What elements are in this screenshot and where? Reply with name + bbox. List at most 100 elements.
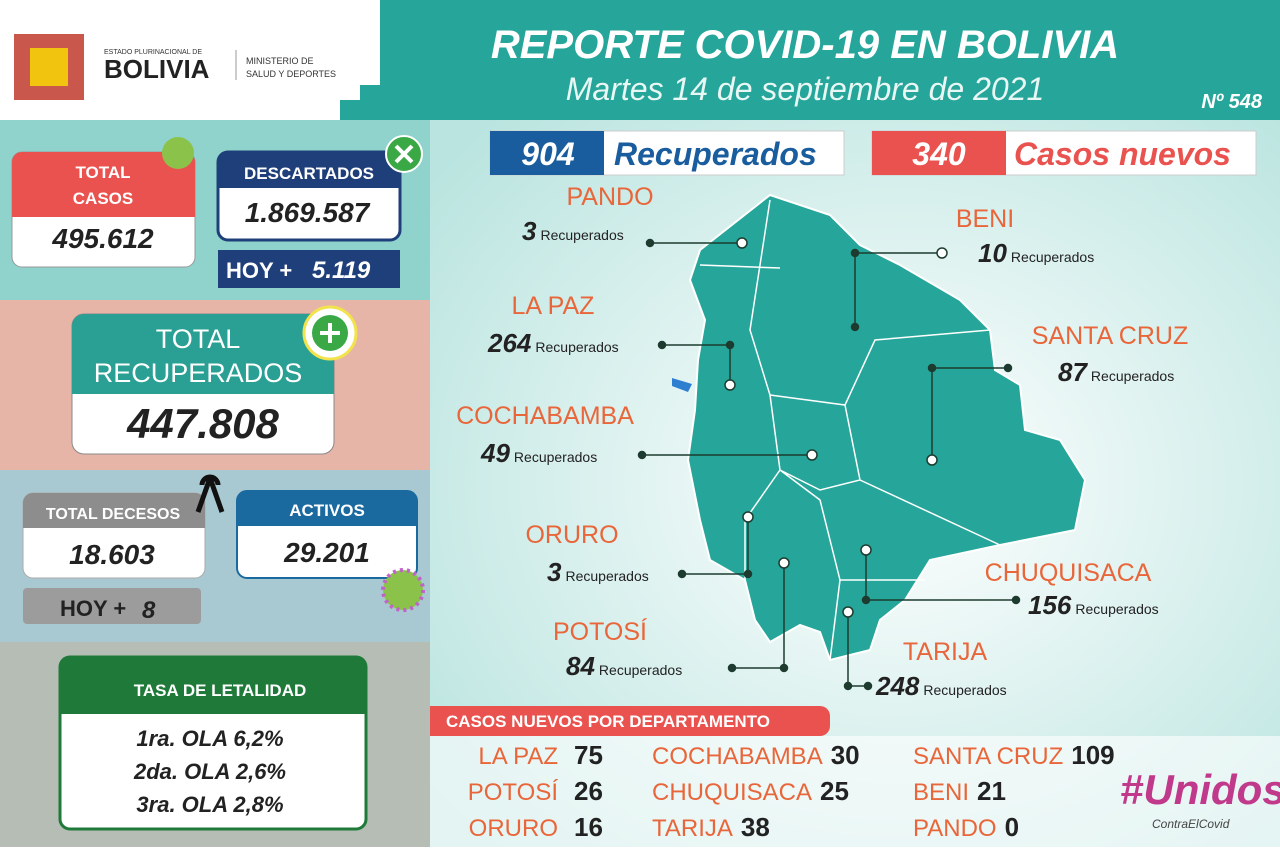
unit: Recuperados	[1011, 249, 1094, 265]
department-value: 87 Recuperados	[1058, 357, 1174, 387]
department-name: POTOSÍ	[553, 617, 647, 646]
department-value: 84 Recuperados	[566, 651, 682, 681]
department-value: 26	[574, 776, 603, 806]
virus-icon	[381, 568, 425, 612]
leader-dot	[842, 606, 854, 618]
card	[218, 250, 400, 288]
leader-dot	[727, 663, 737, 673]
leader-dot	[725, 340, 735, 350]
leader-dot	[724, 379, 736, 391]
row: CHUQUISACA 25	[652, 776, 849, 806]
state-text: ESTADO PLURINACIONAL DE	[104, 49, 202, 56]
department-name: LA PAZ	[512, 292, 595, 320]
department-name: PANDO	[566, 183, 653, 211]
leader-dot	[778, 557, 790, 569]
value: 29.201	[283, 537, 370, 568]
leader-dot	[806, 449, 818, 461]
row: SANTA CRUZ 109	[913, 740, 1115, 770]
value: 447.808	[126, 400, 279, 447]
label: HOY +	[226, 258, 292, 283]
department-name: LA PAZ	[478, 743, 558, 770]
row: PANDO 0	[913, 812, 1019, 842]
department-value: 10 Recuperados	[978, 238, 1094, 268]
leader-dot	[850, 248, 860, 258]
leader-dot	[742, 511, 754, 523]
department-value: 25	[820, 776, 849, 806]
department-value: 21	[977, 776, 1006, 806]
department-value: 30	[831, 740, 860, 770]
slogan-sub: ContraElCovid	[1152, 817, 1230, 831]
department-value: 3 Recuperados	[522, 216, 624, 246]
plus-icon	[320, 323, 340, 343]
unit: Recuperados	[1075, 601, 1158, 617]
department-name: BENI	[956, 205, 1014, 233]
leader-dot	[927, 363, 937, 373]
slogan: #Unidos	[1120, 766, 1280, 813]
ribbon-icon	[195, 474, 225, 513]
value: 340	[912, 136, 966, 172]
unit: Recuperados	[923, 682, 1006, 698]
lethality-list: 1ra. OLA 6,2% 2da. OLA 2,6% 3ra. OLA 2,8%	[133, 726, 286, 817]
department-name: TARIJA	[652, 815, 733, 842]
label: RECUPERADOS	[94, 358, 303, 388]
new-cases-table: LA PAZ 75 COCHABAMBA 30 SANTA CRUZ 109 POTOSÍ 2…	[468, 740, 1115, 842]
card	[23, 588, 201, 624]
unit: Recuperados	[599, 662, 682, 678]
department-value: 16	[574, 812, 603, 842]
unit: Recuperados	[535, 339, 618, 355]
bolivia-map	[686, 193, 1087, 662]
row: COCHABAMBA 30	[652, 740, 860, 770]
card-header	[12, 152, 195, 217]
department-value: 49 Recuperados	[480, 438, 597, 468]
leader-dot	[850, 322, 860, 332]
leader-dot	[1011, 595, 1021, 605]
leader-dot	[743, 569, 753, 579]
leader-dot	[645, 238, 655, 248]
lake	[672, 378, 692, 392]
label: TOTAL	[156, 324, 241, 354]
label: CASOS	[73, 189, 133, 208]
lethality-row: 3ra. OLA 2,8%	[136, 792, 283, 817]
value: 1.869.587	[245, 197, 371, 228]
leader-dot	[860, 544, 872, 556]
leader-dot	[936, 247, 948, 259]
coat-of-arms	[30, 48, 68, 86]
badge	[872, 131, 1006, 175]
row: BENI 21	[913, 776, 1006, 806]
value: 8	[142, 597, 156, 624]
label: TOTAL DECESOS	[46, 506, 181, 523]
label: HOY +	[60, 596, 126, 621]
unit: Recuperados	[565, 568, 648, 584]
department-value: 156 Recuperados	[1028, 590, 1159, 620]
department-value: 109	[1071, 740, 1114, 770]
value: 49	[480, 438, 510, 468]
value: 3	[522, 216, 537, 246]
department-value: 38	[741, 812, 770, 842]
department-value: 248 Recuperados	[875, 671, 1007, 701]
department-name: ORURO	[469, 815, 558, 842]
leader-dot	[779, 663, 789, 673]
label: Casos nuevos	[1014, 136, 1231, 172]
leader-dot	[657, 340, 667, 350]
value: 904	[521, 136, 575, 172]
ministry-text: MINISTERIO DE	[246, 56, 314, 66]
value: 10	[978, 238, 1007, 268]
report-number: Nº 548	[1201, 91, 1263, 113]
leader-dot	[1003, 363, 1013, 373]
label: CASOS NUEVOS POR DEPARTAMENTO	[446, 712, 770, 731]
value: 248	[875, 671, 920, 701]
department-name: CHUQUISACA	[652, 779, 812, 806]
table-background	[430, 736, 1280, 847]
title: REPORTE COVID-19 EN BOLIVIA	[491, 23, 1119, 67]
ministry-text: SALUD Y DEPORTES	[246, 69, 336, 79]
value: 5.119	[312, 257, 371, 284]
card-header	[218, 152, 400, 188]
department-name: PANDO	[913, 815, 997, 842]
unit: Recuperados	[514, 449, 597, 465]
department-name: CHUQUISACA	[985, 559, 1152, 587]
card-header	[72, 314, 334, 394]
x-icon	[394, 144, 414, 164]
